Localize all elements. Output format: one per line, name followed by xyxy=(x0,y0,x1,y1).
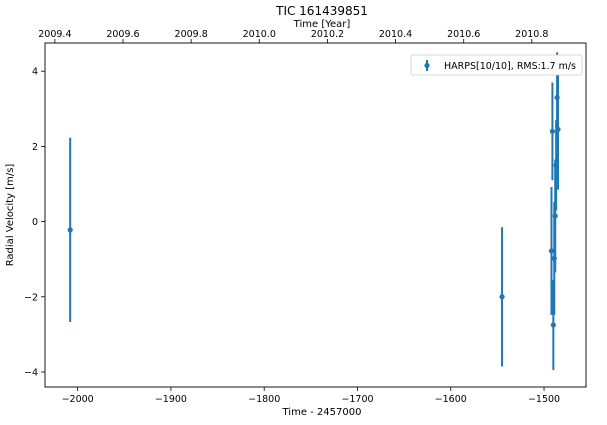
data-point xyxy=(552,213,558,219)
x-tick-label: −1600 xyxy=(435,394,467,405)
top-tick-label: 2010.8 xyxy=(515,29,548,40)
top-tick-label: 2010.4 xyxy=(379,29,412,40)
legend-box xyxy=(410,54,583,76)
x-tick-label: −1900 xyxy=(155,394,187,405)
y-tick-label: −2 xyxy=(24,292,38,303)
top-tick-label: 2010.6 xyxy=(447,29,480,40)
legend-marker xyxy=(424,62,430,69)
top-x-axis-ticks: 2009.4 2009.6 2009.8 2010.0 2010.2 2010.4 2010… xyxy=(38,29,548,43)
x-axis-ticks: −2000 −1900 −1800 −1700 −1600 −1500 xyxy=(62,387,560,405)
y-axis-label: Radial Velocity [m/s] xyxy=(5,164,16,267)
top-tick-label: 2009.8 xyxy=(175,29,208,40)
y-axis-ticks: −4 −2 0 2 4 xyxy=(24,67,45,378)
top-x-axis-label: Time [Year] xyxy=(293,19,351,30)
y-tick-label: 4 xyxy=(32,67,38,78)
top-tick-label: 2009.4 xyxy=(38,29,71,40)
top-tick-label: 2009.6 xyxy=(106,29,139,40)
legend: HARPS[10/10], RMS: 1.7 m/s xyxy=(410,54,583,76)
data-point xyxy=(499,294,505,300)
chart-title: TIC 161439851 xyxy=(275,4,368,18)
legend-series-name: HARPS[10/10], RMS: xyxy=(444,61,541,72)
x-axis-label: Time - 2457000 xyxy=(282,407,362,418)
x-tick-label: −2000 xyxy=(62,394,94,405)
y-tick-label: 2 xyxy=(32,142,38,153)
legend-rms-value: 1.7 m/s xyxy=(540,61,576,72)
data-point xyxy=(549,128,556,134)
data-point xyxy=(67,227,73,233)
data-layer xyxy=(67,52,561,371)
top-tick-label: 2010.2 xyxy=(311,29,344,40)
y-tick-label: −4 xyxy=(24,367,38,378)
x-tick-label: −1700 xyxy=(341,394,373,405)
data-point xyxy=(555,126,561,133)
top-tick-label: 2010.0 xyxy=(243,29,276,40)
y-tick-label: 0 xyxy=(32,217,38,228)
x-tick-label: −1800 xyxy=(248,394,280,405)
data-point xyxy=(548,248,555,254)
data-point xyxy=(550,322,556,328)
plot-frame xyxy=(44,42,587,388)
x-tick-label: −1500 xyxy=(528,394,560,405)
